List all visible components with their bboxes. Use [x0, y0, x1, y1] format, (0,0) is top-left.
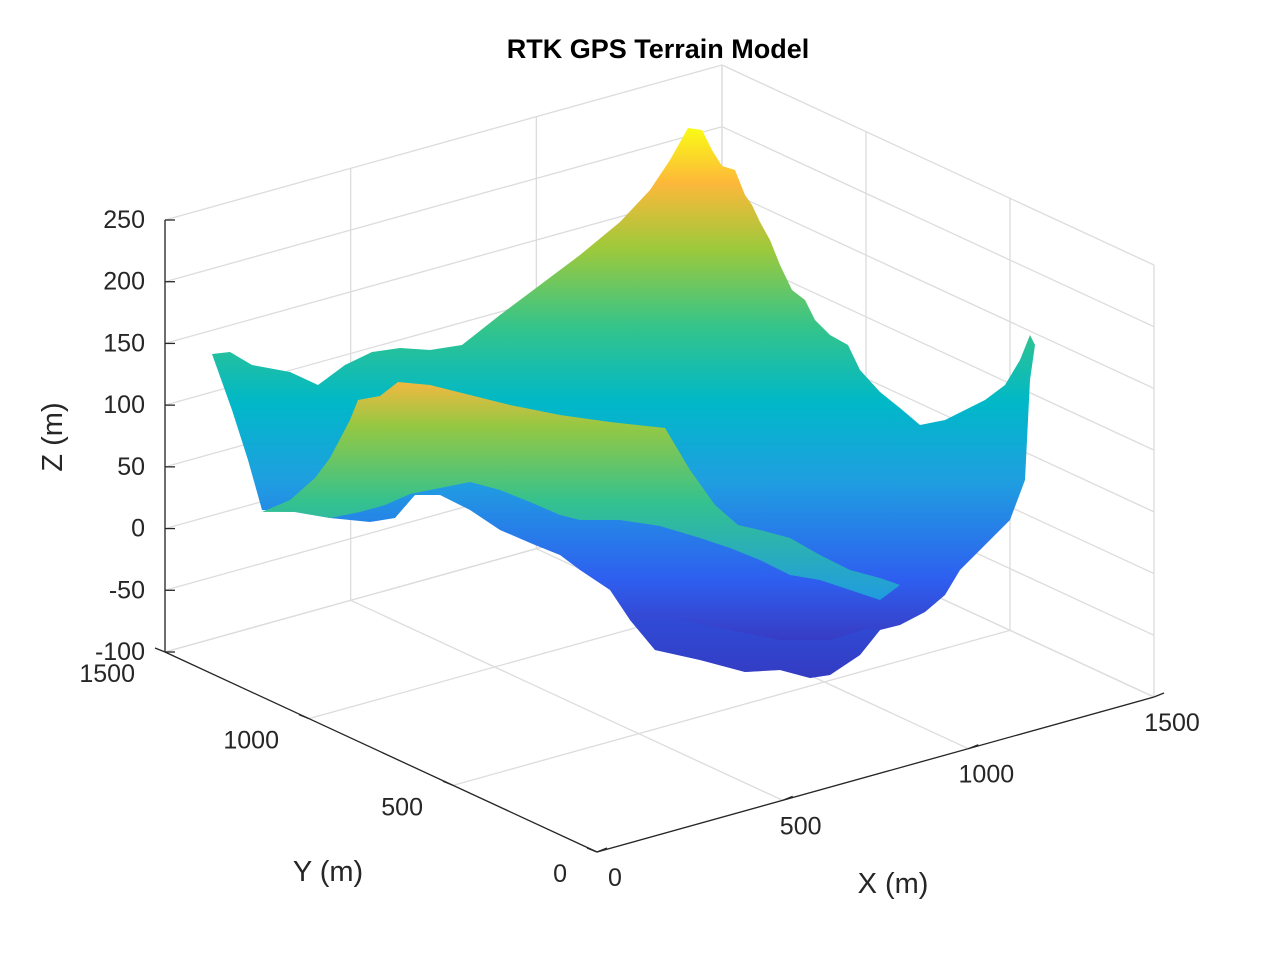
x-tick-mark — [782, 795, 793, 801]
grid-line-backwall-z — [164, 64, 723, 221]
grid-line-sidewall-z — [721, 64, 1155, 266]
grid-line-sidewall-z — [721, 187, 1155, 390]
chart-title: RTK GPS Terrain Model — [507, 34, 810, 64]
x-tick-label: 1000 — [959, 761, 1015, 789]
terrain-back-slope — [212, 128, 1035, 678]
x-tick-label: 1500 — [1144, 709, 1200, 737]
axes — [154, 219, 1165, 853]
grid-line-sidewall-z — [721, 249, 1155, 451]
terrain-surface — [212, 128, 1035, 678]
x-tick-label: 0 — [608, 864, 622, 892]
x-axis-line — [596, 696, 1155, 853]
tick-labels: 050010001500050010001500-100-50050100150… — [79, 206, 1199, 892]
terrain-valley — [630, 620, 880, 678]
terrain-ridge — [262, 382, 900, 600]
z-tick-label: 100 — [103, 391, 145, 419]
y-tick-mark — [298, 714, 310, 720]
z-tick-label: -100 — [95, 638, 145, 666]
y-tick-label: 1000 — [223, 727, 279, 755]
z-tick-label: 0 — [131, 515, 145, 543]
y-tick-mark — [442, 780, 454, 786]
z-tick-label: 250 — [103, 206, 145, 234]
y-tick-mark — [154, 647, 166, 653]
y-tick-label: 500 — [381, 793, 423, 821]
grid-line-floor-y — [452, 629, 1011, 786]
x-tick-mark — [968, 744, 979, 750]
grid-line-backwall-z — [164, 126, 723, 283]
x-axis-label: X (m) — [858, 868, 929, 900]
x-tick-mark — [596, 847, 608, 853]
y-tick-mark — [586, 847, 598, 853]
x-tick-mark — [1153, 692, 1165, 698]
z-tick-label: 150 — [103, 329, 145, 357]
z-tick-label: 50 — [117, 453, 145, 481]
y-tick-label: 0 — [553, 860, 567, 888]
grid-line-floor-x — [350, 599, 783, 801]
z-axis-label: Z (m) — [37, 402, 69, 471]
z-tick-label: -50 — [109, 576, 145, 604]
z-tick-label: 200 — [103, 268, 145, 296]
grid-line-sidewall-z — [721, 126, 1155, 328]
y-axis-label: Y (m) — [293, 856, 363, 888]
x-tick-label: 500 — [780, 812, 822, 840]
y-axis-line — [164, 651, 598, 853]
y-tick-label: 1500 — [79, 660, 135, 688]
